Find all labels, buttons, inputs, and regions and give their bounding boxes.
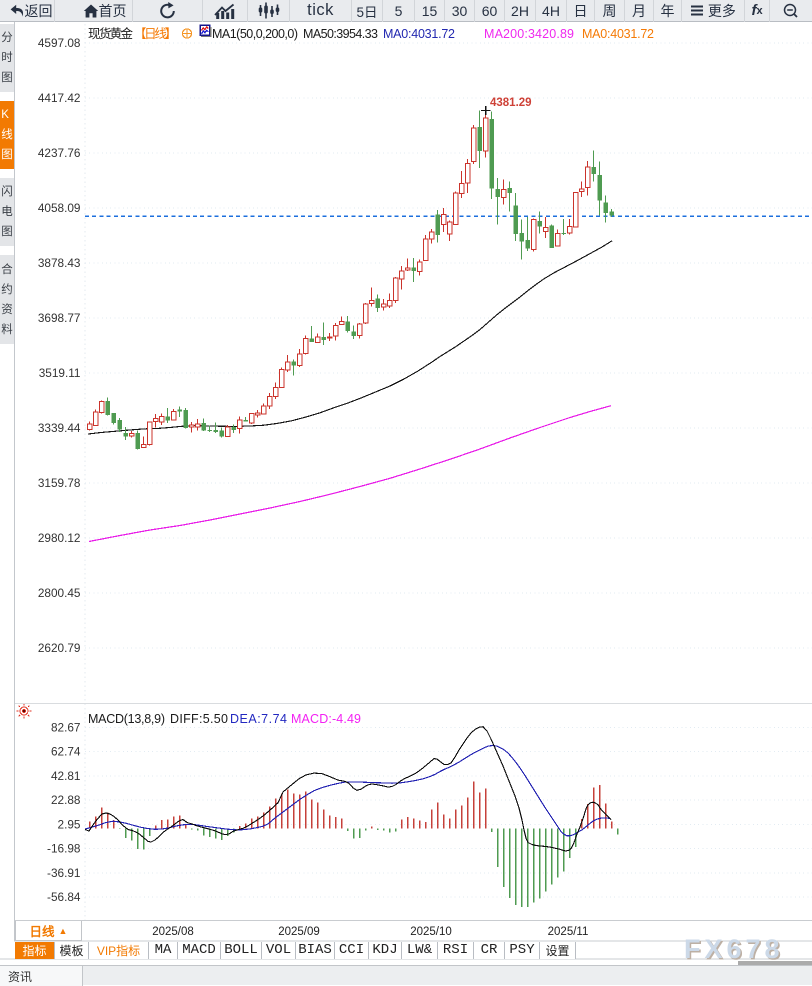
svg-text:2980.12: 2980.12: [38, 531, 81, 545]
svg-text:DEA:7.74: DEA:7.74: [230, 712, 287, 726]
svg-text:3698.77: 3698.77: [38, 311, 81, 325]
svg-text:2025/08: 2025/08: [152, 926, 194, 938]
svg-text:DIFF:5.50: DIFF:5.50: [170, 712, 228, 726]
svg-text:3339.44: 3339.44: [38, 421, 81, 435]
svg-text:现货黄金: 现货黄金: [88, 26, 133, 41]
svg-text:MA50:3954.33: MA50:3954.33: [303, 27, 378, 41]
svg-text:2025/11: 2025/11: [548, 926, 589, 938]
svg-text:-56.84: -56.84: [47, 890, 81, 904]
svg-text:4597.08: 4597.08: [38, 36, 81, 50]
svg-text:-36.91: -36.91: [47, 866, 80, 880]
svg-text:2.95: 2.95: [58, 817, 81, 831]
svg-text:MACD:-4.49: MACD:-4.49: [291, 712, 361, 726]
svg-text:4237.76: 4237.76: [38, 146, 81, 160]
svg-text:3159.78: 3159.78: [38, 476, 81, 490]
svg-text:2800.45: 2800.45: [38, 586, 81, 600]
svg-text:4058.09: 4058.09: [38, 201, 81, 215]
svg-text:42.81: 42.81: [51, 769, 81, 783]
svg-text:MA1(50,0,200,0): MA1(50,0,200,0): [212, 27, 298, 41]
svg-text:2620.79: 2620.79: [38, 641, 81, 655]
svg-text:2025/09: 2025/09: [278, 926, 320, 938]
svg-text:MA0:4031.72: MA0:4031.72: [582, 27, 654, 41]
svg-text:【日线】: 【日线】: [134, 27, 177, 41]
svg-text:4381.29: 4381.29: [490, 97, 532, 109]
svg-text:2025/10: 2025/10: [410, 926, 452, 938]
svg-text:82.67: 82.67: [51, 720, 81, 734]
svg-text:MA0:4031.72: MA0:4031.72: [383, 27, 455, 41]
svg-text:22.88: 22.88: [51, 793, 81, 807]
svg-text:3878.43: 3878.43: [38, 256, 81, 270]
svg-text:MACD(13,8,9): MACD(13,8,9): [88, 712, 165, 726]
svg-text:62.74: 62.74: [51, 745, 81, 759]
svg-text:MA200:3420.89: MA200:3420.89: [484, 27, 574, 41]
svg-text:3519.11: 3519.11: [39, 366, 81, 380]
svg-text:-16.98: -16.98: [47, 842, 81, 856]
svg-text:4417.42: 4417.42: [38, 91, 81, 105]
